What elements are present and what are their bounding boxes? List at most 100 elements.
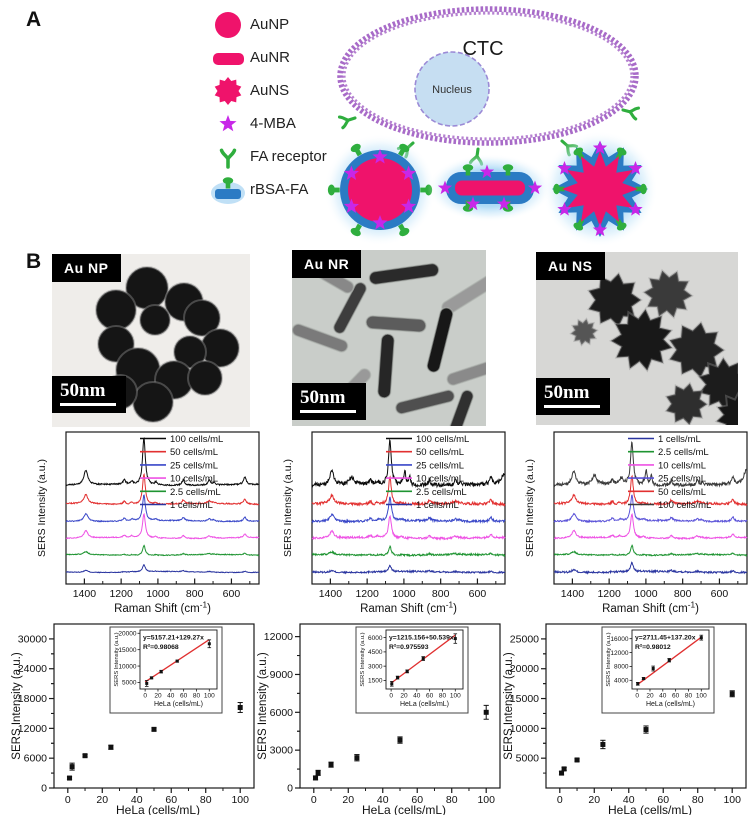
inset-x-axis-title: HeLa (cells/mL) — [400, 701, 449, 708]
fa-knob-icon — [398, 223, 410, 237]
panel-a-legend: AuNP AuNR AuNS 4-MBA FA receptor rBSA-FA — [206, 8, 327, 206]
inset-x-tick: 100 — [696, 693, 707, 700]
legend-row-mba: 4-MBA — [206, 107, 327, 140]
legend-entry: 2.5 cells/mL — [658, 447, 709, 458]
scale-bar-text: 50nm — [300, 387, 346, 408]
x-axis-title: HeLa (cells/mL) — [116, 803, 200, 815]
inset-x-tick: 40 — [413, 693, 421, 700]
inset-x-tick: 0 — [143, 693, 147, 700]
tem-image-aunr: Au NR 50nm — [292, 250, 486, 426]
x-tick-label: 20 — [96, 794, 108, 806]
inset-y-tick: 15000 — [118, 647, 136, 654]
sers-spectra-plot-aunp: 1400 1200 1000 800 600 Raman Shift (cm-1) SERS… — [36, 431, 260, 615]
x-tick-label: 100 — [477, 794, 495, 806]
x-tick-label: 40 — [377, 794, 389, 806]
x-tick-label: 800 — [432, 588, 450, 600]
x-tick-label: 1000 — [634, 588, 658, 600]
inset-fit-equation: y=5157.21+129.27x — [143, 635, 204, 642]
x-tick-label: 80 — [446, 794, 458, 806]
inset-y-axis-title: SERS Intensity (a.u.) — [360, 632, 366, 686]
legend-entry: 25 cells/mL — [416, 460, 464, 471]
inset-point — [396, 676, 400, 680]
inset-x-tick: 20 — [154, 693, 162, 700]
scale-bar-text: 50nm — [544, 382, 590, 403]
scatter-point — [600, 741, 606, 747]
legend-entry: 100 cells/mL — [416, 434, 469, 445]
inset-x-tick: 40 — [659, 693, 667, 700]
spectrum-100 — [553, 441, 748, 488]
inset-y-tick: 20000 — [118, 631, 136, 638]
inset-point — [636, 682, 640, 686]
inset-point — [207, 642, 211, 646]
axes: 1400 1200 1000 800 600 — [65, 431, 260, 600]
spectrum-100 — [311, 438, 506, 489]
fa-knob-icon — [462, 164, 474, 176]
scatter-point — [397, 737, 403, 743]
spectrum-2.5 — [312, 544, 506, 558]
inset-x-tick: 80 — [685, 693, 693, 700]
y-tick-label: 10000 — [510, 723, 539, 735]
auns-star-icon — [206, 75, 250, 107]
x-tick-label: 40 — [131, 794, 143, 806]
spectrum-50 — [311, 475, 506, 507]
legend-entry: 10 cells/mL — [170, 474, 218, 485]
inset-point — [175, 659, 179, 663]
inset-y-tick: 5000 — [122, 680, 137, 687]
y-tick-label: 5000 — [516, 753, 540, 765]
y-axis-title: SERS Intensity (a.u.) — [11, 652, 23, 760]
fa-receptor-icon — [621, 106, 640, 121]
y-tick-label: 18000 — [18, 693, 47, 705]
y-tick-label: 24000 — [18, 663, 47, 675]
scatter-point — [151, 726, 157, 732]
spectrum-1 — [311, 564, 506, 575]
x-tick-label: 100 — [231, 794, 249, 806]
inset-x-tick: 80 — [439, 693, 447, 700]
tem-title-aunp: Au NP — [52, 254, 121, 282]
fa-receptor-icon — [219, 148, 237, 169]
inset-x-tick: 60 — [426, 693, 434, 700]
x-axis-title: Raman Shift (cm-1) — [114, 601, 211, 615]
mba-star-icon — [206, 111, 250, 137]
inset-y-tick: 3000 — [368, 663, 383, 670]
nucleus-label: Nucleus — [432, 84, 472, 96]
inset-y-tick: 10000 — [118, 663, 136, 670]
inset-point — [145, 681, 149, 685]
axes: 1400 1200 1000 800 600 — [553, 431, 748, 600]
data-points — [66, 702, 243, 781]
inset-point — [405, 669, 409, 673]
inset-point — [159, 670, 163, 674]
x-tick-label: 0 — [311, 794, 317, 806]
x-tick-label: 0 — [65, 794, 71, 806]
x-tick-label: 20 — [588, 794, 600, 806]
inset-x-tick: 0 — [389, 693, 393, 700]
scale-bar-line — [544, 405, 600, 408]
spectrum-50 — [553, 474, 748, 507]
scatter-point — [313, 775, 319, 781]
tem-image-auns: Au NS 50nm — [536, 252, 738, 425]
x-tick-label: 20 — [342, 794, 354, 806]
spectrum-1 — [553, 561, 748, 575]
legend-entry: 1 cells/mL — [170, 500, 213, 511]
inset-r-squared: R²=0.98068 — [143, 644, 179, 651]
y-tick-label: 3000 — [270, 745, 294, 757]
scatter-point — [67, 775, 73, 781]
plot-legend: 1 cells/mL 2.5 cells/mL 10 cells/mL 25 cell… — [628, 434, 711, 511]
inset-r-squared: R²=0.975593 — [389, 644, 429, 651]
fa-knob-icon — [502, 164, 514, 176]
y-axis-title: SERS Intensity (a.u.) — [257, 652, 269, 760]
x-tick-label: 60 — [165, 794, 177, 806]
x-tick-label: 800 — [186, 588, 204, 600]
legend-entry: 2.5 cells/mL — [416, 487, 467, 498]
sers-spectra-plot-aunr: 1400 1200 1000 800 600 Raman Shift (cm-1) SERS… — [282, 431, 506, 615]
x-tick-label: 800 — [674, 588, 692, 600]
y-tick-label: 15000 — [510, 693, 539, 705]
y-tick-label: 12000 — [264, 631, 293, 643]
inset-point — [667, 658, 671, 662]
spectrum-2.5 — [66, 544, 260, 557]
inset-point — [421, 657, 425, 661]
